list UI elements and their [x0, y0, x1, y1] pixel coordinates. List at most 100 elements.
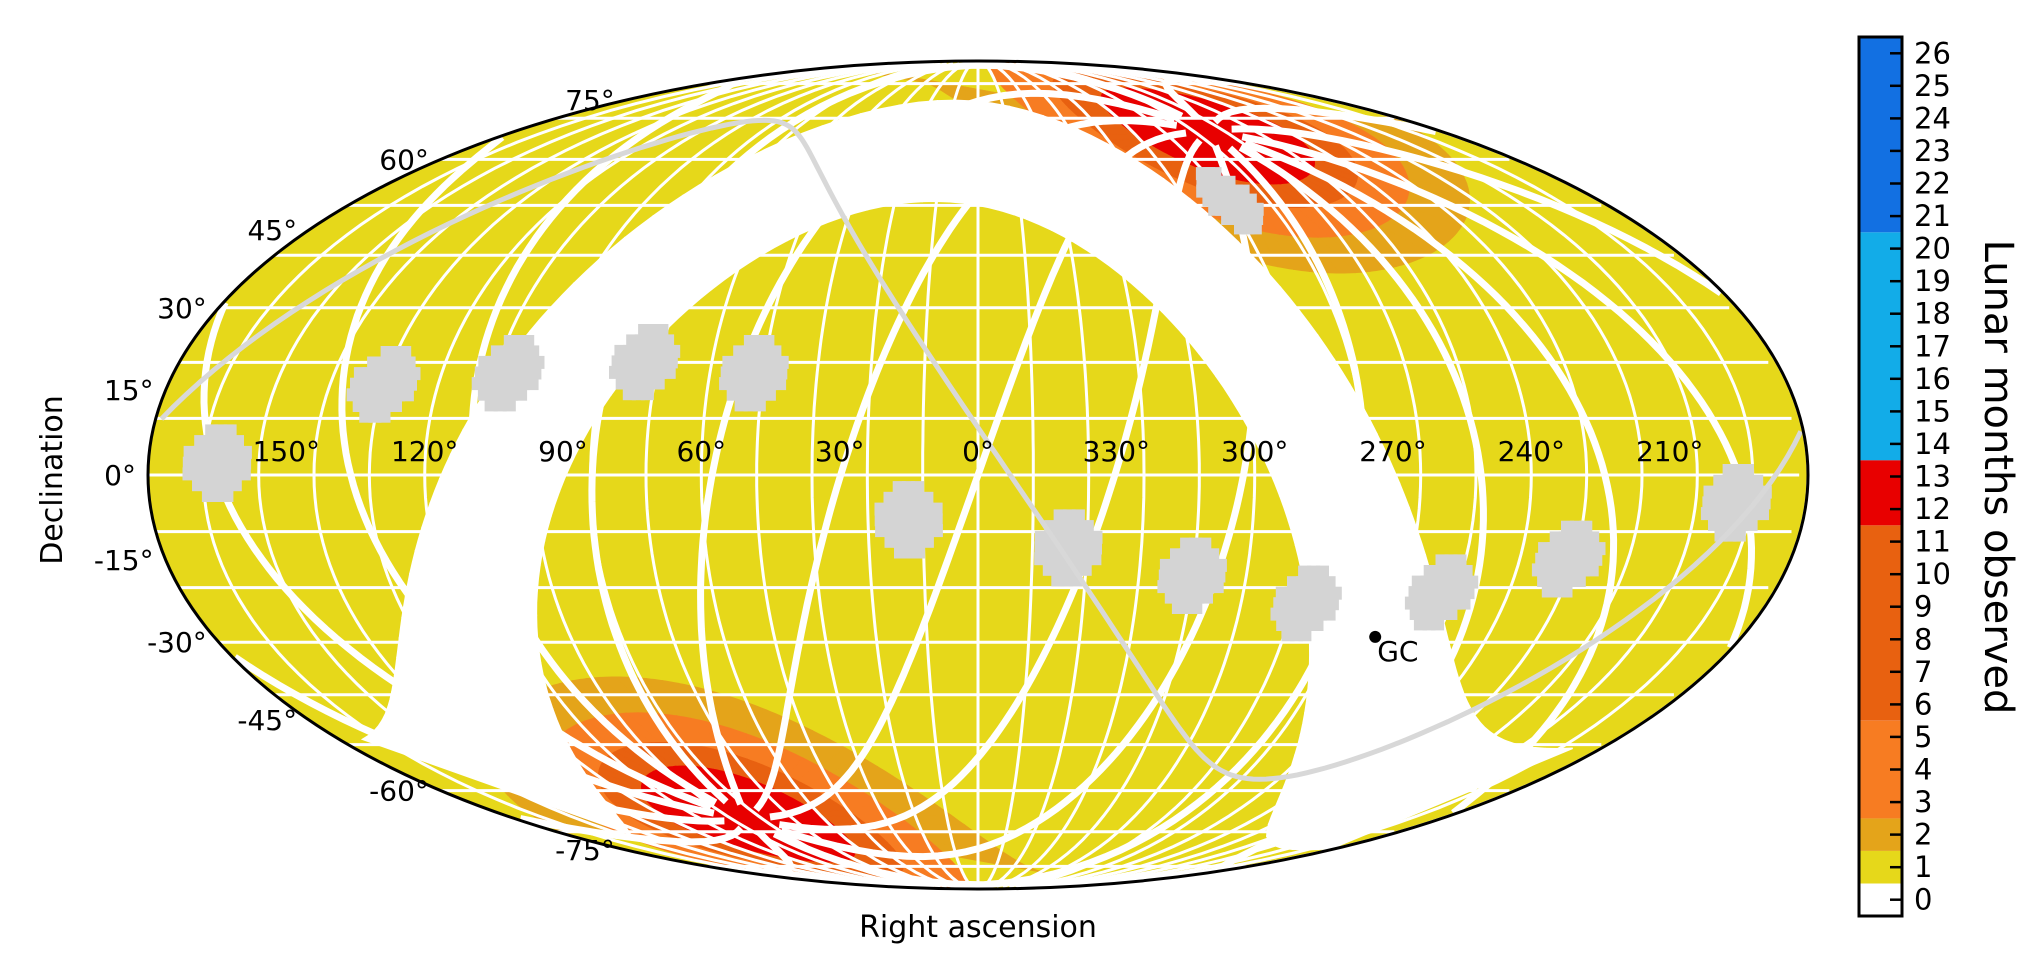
k2-ccd [615, 376, 629, 390]
galactic-plane-cell [360, 730, 632, 836]
k2-ccd [1531, 563, 1545, 577]
k2-ccd [182, 456, 196, 470]
colorbar-tick-label: 23 [1914, 134, 1951, 168]
k2-ccd [726, 387, 740, 401]
colorbar-tick-label: 24 [1914, 101, 1951, 135]
k2-ccd [1171, 601, 1185, 614]
k2-ccd [346, 388, 360, 402]
k2-ccd [1273, 597, 1287, 611]
k2-ccd [1409, 607, 1423, 620]
gc-marker [1369, 630, 1382, 643]
ra-tick-label: 240° [1498, 435, 1565, 468]
sky-outline [146, 59, 1810, 891]
k2-ccd [1700, 507, 1714, 521]
k2-field [874, 481, 943, 559]
k2-ccd [1275, 586, 1289, 600]
colorbar-tick-label: 8 [1914, 622, 1932, 656]
ra-tick-label: 0° [962, 435, 994, 468]
colorbar-tick-label: 5 [1914, 720, 1932, 754]
k2-field [1034, 509, 1103, 587]
colorbar-bin [1859, 37, 1902, 233]
dec-tick-label: 30° [157, 292, 207, 325]
k2-ccd [1435, 554, 1449, 568]
k2-ccd [719, 377, 733, 391]
k2-ccd [194, 435, 208, 449]
k2-ccd [722, 355, 736, 369]
dec-tick-label: 60° [379, 143, 429, 176]
k2-ccd [1561, 520, 1574, 534]
gc-label: GC [1377, 635, 1418, 668]
k2-ccd [1413, 617, 1427, 631]
colorbar-bin [1859, 460, 1902, 526]
k2-ccd [1408, 586, 1422, 600]
dec-tick-label: -60° [369, 775, 429, 808]
k2-field [719, 335, 789, 412]
k2-ccd [1034, 552, 1048, 566]
k2-ccd [1404, 596, 1418, 610]
galactic-plane [360, 99, 1573, 851]
colorbar-tick-label: 9 [1914, 590, 1932, 624]
dec-tick-label: 75° [565, 84, 615, 117]
k2-ccd [626, 334, 640, 348]
k2-ccd [1051, 573, 1065, 587]
k2-ccd [874, 513, 888, 527]
k2-ccd [1713, 474, 1727, 488]
dec-tick-label: -75° [555, 834, 615, 867]
k2-ccd [1281, 628, 1295, 642]
colorbar-bin [1859, 525, 1902, 721]
k2-ccd [1538, 542, 1552, 556]
k2-ccd [474, 366, 488, 380]
k2-ccd [894, 545, 907, 559]
footprint-line [159, 117, 1804, 782]
ra-tick-label: 120° [391, 435, 458, 468]
k2-ccd [1298, 565, 1312, 579]
k2-ccd [638, 324, 652, 337]
ra-tick-label: 210° [1636, 435, 1703, 468]
ra-tick-label: 150° [253, 435, 320, 468]
k2-ccd [380, 346, 394, 359]
dec-tick-labels: 75° 60° 45° 30° 15° 0° -15° -30° -45° -60° -75° [94, 84, 615, 867]
k2-ccd [875, 524, 889, 538]
k2-field [1270, 565, 1342, 642]
k2-ccd [1053, 509, 1067, 523]
k2-fields [182, 167, 1772, 642]
y-axis-label: Declination [35, 395, 70, 565]
k2-ccd [1703, 485, 1717, 499]
colorbar-tick-label: 20 [1914, 232, 1951, 266]
k2-ccd [503, 335, 517, 348]
colorbar-tick-label: 18 [1914, 297, 1951, 331]
k2-ccd [183, 445, 197, 459]
colorbar-tick-label: 26 [1914, 36, 1951, 70]
k2-ccd [884, 534, 898, 548]
k2-ccd [1423, 565, 1437, 578]
k2-ccd [733, 345, 747, 359]
k2-ccd [205, 424, 219, 438]
k2-ccd [1276, 618, 1290, 631]
k2-ccd [720, 366, 734, 380]
k2-ccd [1270, 607, 1284, 621]
k2-ccd [743, 335, 757, 348]
k2-ccd [1722, 464, 1736, 477]
colorbar-tick-label: 6 [1914, 687, 1932, 721]
k2-ccd [1170, 548, 1183, 562]
k2-ccd [352, 399, 366, 412]
colorbar-tick-label: 21 [1914, 199, 1951, 233]
colorbar-tick-label: 0 [1914, 883, 1932, 917]
ra-tick-label: 60° [676, 435, 726, 468]
colorbar-tick-label: 11 [1914, 525, 1951, 559]
colorbar-tick-label: 1 [1914, 850, 1932, 884]
colorbar-title: Lunar months observed [1975, 240, 2021, 715]
k2-ccd [201, 489, 215, 502]
colorbar: 0123456789101112131415161718192021222324… [1857, 35, 2021, 918]
k2-field [1157, 537, 1227, 614]
colorbar-tick-label: 16 [1914, 362, 1951, 396]
k2-field [182, 424, 252, 502]
k2-ccd [367, 356, 381, 370]
colorbar-tick-label: 15 [1914, 394, 1951, 428]
k2-ccd [611, 355, 625, 369]
k2-ccd [477, 387, 491, 401]
colorbar-tick-label: 2 [1914, 818, 1932, 852]
k2-ccd [353, 367, 367, 381]
